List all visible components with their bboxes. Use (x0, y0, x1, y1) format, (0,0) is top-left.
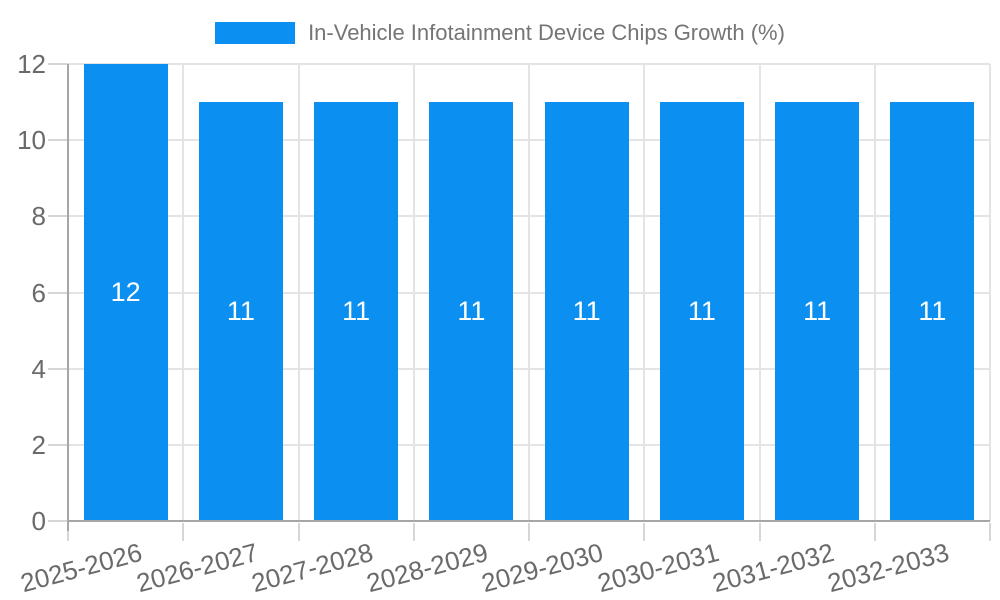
y-tick-mark (48, 139, 68, 142)
bar-rect[interactable]: 12 (83, 64, 168, 521)
y-tick-mark (48, 291, 68, 294)
x-tick-mark (758, 523, 761, 541)
y-tick-label: 4 (31, 353, 46, 384)
gridline-vertical (989, 64, 991, 521)
x-tick-mark (67, 523, 69, 541)
x-tick-mark (873, 523, 876, 541)
x-axis-line (68, 520, 990, 522)
x-tick-label: 2032-2033 (824, 537, 953, 599)
x-tick-mark (528, 523, 530, 541)
y-tick-label: 2 (31, 429, 46, 460)
y-tick-mark (48, 443, 68, 446)
chart-legend: In-Vehicle Infotainment Device Chips Gro… (0, 20, 1000, 46)
bar-value-label: 11 (572, 296, 601, 327)
chart-title: In-Vehicle Infotainment Device Chips Gro… (308, 20, 785, 45)
x-tick-label: 2031-2032 (709, 537, 837, 599)
gridline-vertical (412, 64, 415, 521)
x-tick-mark (989, 523, 991, 541)
bar-value-label: 11 (226, 296, 255, 327)
bar-value-label: 11 (457, 296, 486, 327)
legend-swatch (215, 22, 296, 44)
bar-rect[interactable]: 11 (659, 102, 744, 521)
bar-value-label: 12 (110, 277, 141, 307)
y-tick-label: 0 (31, 506, 46, 536)
x-tick-mark (412, 523, 415, 541)
y-tick-label: 12 (17, 49, 46, 79)
x-tick-label: 2026-2027 (132, 537, 261, 599)
gridline-vertical (297, 64, 300, 521)
y-tick-mark (48, 520, 68, 522)
x-tick-label: 2029-2030 (478, 537, 607, 599)
bar-value-label: 11 (803, 296, 832, 327)
y-tick-label: 10 (17, 125, 46, 156)
gridline-vertical (873, 64, 876, 521)
y-tick-mark (48, 215, 68, 218)
y-tick-label: 8 (31, 201, 46, 232)
bar-value-label: 11 (687, 296, 716, 327)
legend-item[interactable]: In-Vehicle Infotainment Device Chips Gro… (215, 20, 785, 46)
gridline-vertical (758, 64, 761, 521)
bar-value-label: 11 (342, 296, 371, 327)
y-tick-mark (48, 63, 68, 65)
bar-rect[interactable]: 11 (890, 102, 975, 521)
bar-rect[interactable]: 11 (429, 102, 514, 521)
bar-rect[interactable]: 11 (544, 102, 629, 521)
bar-rect[interactable]: 11 (198, 102, 283, 521)
x-tick-label: 2030-2031 (593, 537, 722, 599)
x-tick-label: 2027-2028 (248, 537, 376, 599)
x-tick-label: 2025-2026 (17, 537, 146, 599)
plot-area (67, 63, 991, 531)
bar-rect[interactable]: 11 (775, 102, 860, 521)
bar-value-label: 11 (918, 296, 947, 327)
x-tick-mark (643, 523, 646, 541)
y-tick-mark (48, 367, 68, 370)
x-tick-mark (297, 523, 300, 541)
gridline-vertical (528, 64, 530, 521)
bar-rect[interactable]: 11 (314, 102, 399, 521)
gridline-vertical (182, 64, 185, 521)
x-tick-label: 2028-2029 (363, 537, 492, 599)
y-tick-label: 6 (31, 277, 46, 308)
y-axis-line (67, 64, 69, 531)
x-tick-mark (182, 523, 185, 541)
gridline-vertical (643, 64, 646, 521)
